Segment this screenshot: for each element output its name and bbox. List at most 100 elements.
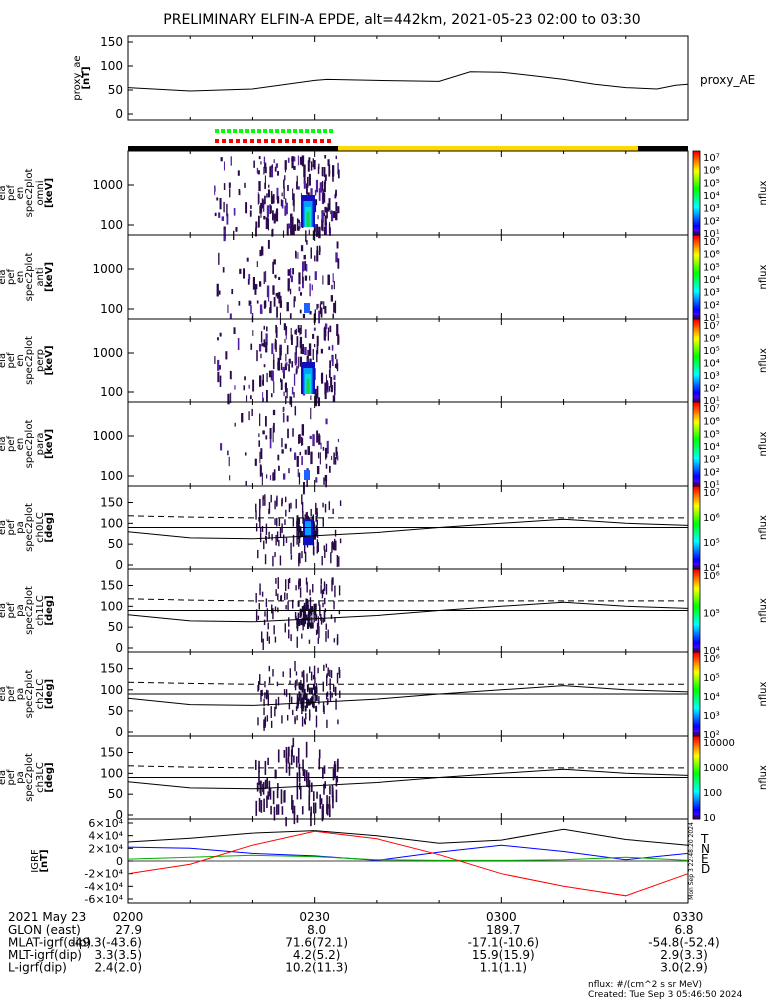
pitch-angle-colorbar-swatch	[693, 517, 700, 520]
pitch-angle-pixel	[317, 542, 319, 553]
spectrogram-pixel	[260, 448, 263, 459]
pitch-angle-pixel	[297, 600, 300, 607]
pitch-angle-colorbar-swatch	[693, 620, 700, 624]
spectrogram-pixel	[238, 301, 241, 306]
energy-colorbar-swatch	[693, 435, 700, 439]
pitch-angle-pixel	[295, 671, 298, 676]
energy-colorbar-swatch	[693, 266, 700, 270]
pitch-angle-pixel	[306, 599, 309, 606]
pitch-angle-pixel	[303, 602, 306, 608]
spectrogram-pixel	[267, 189, 270, 198]
science-zone-red-mark	[222, 139, 226, 143]
energy-panel-ylabel-line: [keV]	[44, 429, 55, 459]
pitch-angle-pixel	[303, 615, 306, 622]
energy-panel-ylabel-line: ela	[0, 436, 8, 451]
energy-colorbar-tick-label: 10³	[703, 204, 720, 215]
igrf-ytick-label: 2×10⁴	[88, 842, 123, 855]
spectrogram-pixel	[292, 268, 294, 275]
pitch-angle-colorbar-swatch	[693, 666, 700, 670]
energy-ytick-label: 1000	[92, 346, 123, 360]
pitch-angle-pixel	[256, 782, 259, 792]
spectrogram-pixel	[241, 412, 244, 423]
spectrogram-pixel	[272, 210, 274, 221]
spectrogram-pixel	[323, 226, 327, 236]
pitch-angle-pixel	[261, 591, 264, 597]
pitch-angle-pixel	[259, 583, 261, 590]
spectrogram-pixel	[255, 221, 258, 229]
pitch-angle-pixel	[301, 806, 304, 815]
spectrogram-pixel	[316, 245, 318, 256]
spectrogram-pixel	[272, 472, 275, 481]
pitch-angle-pixel	[282, 534, 285, 546]
pitch-angle-colorbar-tick-label: 100	[703, 788, 722, 799]
pitch-angle-colorbar-swatch	[693, 808, 700, 812]
spectrogram-pixel	[286, 415, 289, 422]
pitch-angle-pixel	[316, 539, 319, 548]
spectrogram-pixel	[284, 443, 287, 449]
spectrogram-pixel	[266, 193, 268, 198]
pitch-angle-pixel	[310, 508, 312, 517]
pitch-angle-pixel	[279, 555, 282, 566]
energy-colorbar-swatch	[693, 475, 700, 479]
pitch-angle-pixel	[301, 702, 304, 709]
pitch-angle-colorbar-swatch	[693, 589, 700, 593]
spectrogram-pixel	[298, 472, 301, 485]
pitch-angle-colorbar-swatch	[693, 664, 700, 668]
energy-colorbar-swatch	[693, 418, 700, 422]
pitch-angle-pixel	[274, 636, 277, 643]
energy-colorbar-tick-label: 10⁵	[703, 262, 720, 273]
spectrogram-pixel	[311, 284, 313, 291]
pitch-angle-pixel	[287, 601, 289, 611]
pitch-angle-ylabel-line: pef	[6, 769, 17, 786]
pitch-angle-pixel	[275, 769, 277, 779]
pitch-angle-pixel	[298, 763, 301, 776]
spectrogram-pixel	[336, 241, 339, 249]
proxy-ae-ylabel: proxy_ae[nT]	[72, 55, 92, 100]
spectrogram-pixel	[295, 250, 297, 257]
spectrogram-pixel	[283, 368, 285, 379]
pitch-angle-colorbar-tick-label: 10⁷	[703, 488, 720, 499]
spectrogram-pixel	[329, 325, 332, 333]
pitch-angle-colorbar-swatch	[693, 629, 700, 632]
spectrogram-pixel	[283, 187, 285, 200]
pitch-angle-ylabel-line: pa	[15, 688, 26, 700]
pitch-angle-pixel	[281, 715, 283, 724]
spectrogram-pixel	[302, 481, 305, 495]
energy-colorbar-swatch	[693, 195, 700, 198]
pitch-angle-pixel	[301, 551, 303, 559]
spectrogram-pixel	[320, 442, 322, 450]
energy-colorbar-swatch	[693, 477, 700, 481]
pitch-angle-colorbar-swatch	[693, 533, 700, 537]
energy-colorbar-swatch	[693, 224, 700, 228]
energy-colorbar-swatch	[693, 256, 700, 259]
spectrogram-pixel	[309, 435, 312, 440]
spectrogram-pixel	[260, 353, 262, 359]
pitch-angle-pixel	[270, 706, 272, 718]
pitch-angle-pixel	[318, 626, 320, 639]
science-zone-red-mark	[327, 139, 331, 143]
spectrogram-pixel	[321, 219, 324, 231]
pitch-angle-colorbar-tick-label: 10³	[703, 711, 720, 722]
spectrogram-pixel	[297, 155, 299, 166]
energy-colorbar-swatch	[693, 180, 700, 183]
pitch-angle-pixel	[296, 784, 299, 800]
pitch-angle-pixel	[315, 629, 318, 635]
pitch-angle-colorbar-swatch	[693, 575, 700, 578]
spectrogram-pixel	[297, 186, 300, 190]
pitch-angle-pixel	[321, 805, 324, 821]
energy-colorbar-swatch	[693, 319, 700, 322]
spectrogram-pixel	[219, 198, 222, 210]
spectrogram-pixel	[333, 210, 336, 219]
spectrogram-pixel	[307, 446, 310, 455]
spectrogram-pixel	[296, 336, 299, 348]
pitch-angle-pixel	[334, 761, 336, 768]
spectrogram-pixel	[325, 456, 327, 460]
spectrogram-hot-pixel	[304, 470, 310, 480]
spectrogram-pixel	[317, 215, 319, 220]
energy-colorbar-swatch	[693, 339, 700, 343]
pitch-angle-pixel	[297, 527, 300, 540]
pitch-angle-pixel	[310, 609, 313, 616]
spectrogram-pixel	[326, 380, 329, 390]
